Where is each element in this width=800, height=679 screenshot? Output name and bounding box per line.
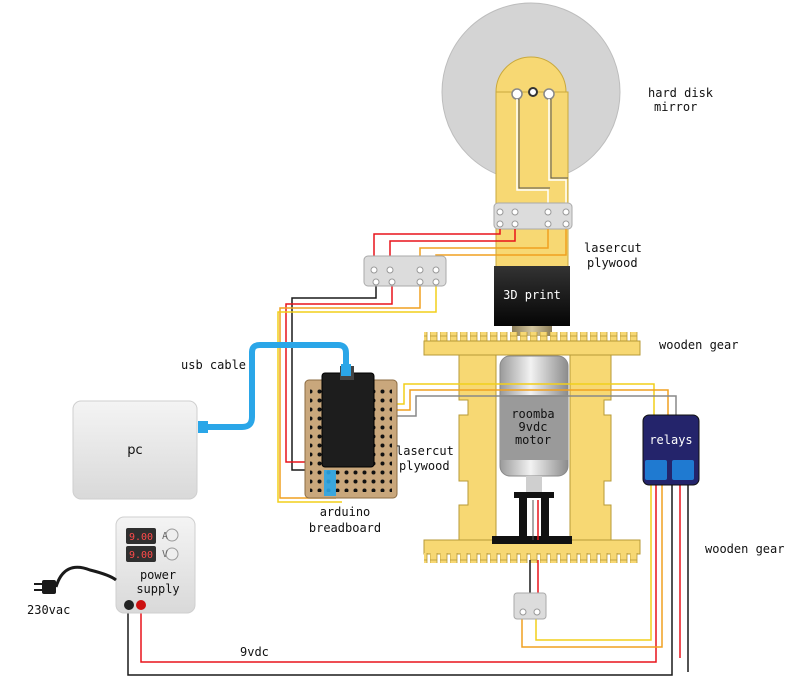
psu-readout-volts: 9.00 [129, 550, 153, 561]
wire-black-arduino [291, 283, 377, 471]
mirror-wire-dark-b [550, 99, 568, 179]
arduino-label-line2: breadboard [309, 521, 381, 535]
mirror-label-line2: mirror [654, 100, 697, 114]
gear-frame-right-post [569, 354, 612, 541]
relays-label: relays [649, 433, 692, 447]
lasercut-top-label-line2: plywood [587, 256, 638, 270]
psu-unit-amps: A [162, 531, 168, 542]
wire-yellow-arduino [277, 283, 437, 503]
usb-cable [203, 342, 349, 430]
psu-unit-volts: V [162, 549, 168, 560]
motor-label-line1: roomba [511, 407, 554, 421]
arduino-label-line1: arduino [320, 505, 371, 519]
relays-module [642, 414, 700, 486]
wire-gray-relay-c [388, 395, 677, 418]
wire-orange-arduino [279, 283, 421, 499]
wooden-gear-bottom-label: wooden gear [705, 542, 784, 556]
wooden-gear-top-label: wooden gear [659, 338, 738, 352]
pc-box [72, 400, 198, 500]
gear-frame-left-post [458, 354, 497, 541]
motor-shaft-collar [512, 326, 552, 336]
usb-cable-label: usb cable [181, 358, 246, 372]
wire-red-a [373, 229, 501, 268]
wire-yellow-relay-motor [535, 484, 652, 641]
wire-red-relay-out [140, 484, 657, 663]
roomba-motor [499, 355, 569, 492]
wires [127, 229, 689, 676]
usb-plug-arduino [341, 364, 351, 376]
mirror-hub-screws [511, 87, 555, 100]
wire-red-b [389, 229, 516, 268]
lasercut-plywood-mid-block [363, 255, 447, 287]
supply-voltage-label: 9vdc [240, 645, 269, 659]
gear-bottom-black-bar [492, 536, 572, 544]
motor-terminal-block [513, 592, 547, 620]
power-supply [115, 516, 196, 614]
mains-plug-icon [34, 580, 56, 594]
lasercut-mid-label-line2: plywood [399, 459, 450, 473]
psu-label-line1: power [140, 568, 176, 582]
lasercut-plywood-top [493, 202, 573, 230]
wire-red-arduino [285, 283, 393, 463]
arduino-breadboard [304, 366, 398, 499]
lasercut-mid-label-line1: lasercut [396, 444, 454, 458]
wire-black-relay-out [127, 484, 673, 676]
motor-label-line3: motor [515, 433, 551, 447]
mains-cable [54, 565, 117, 588]
lasercut-top-label-line1: lasercut [584, 241, 642, 255]
3d-print-label: 3D print [503, 288, 561, 302]
motor-bracket [514, 492, 554, 538]
wooden-gear-top [423, 332, 641, 356]
pc-label: pc [127, 443, 142, 458]
psu-readout-amps: 9.00 [129, 532, 153, 543]
mirror-mount-arm [495, 91, 569, 273]
wire-orange-relay-motor [521, 484, 663, 648]
mirror-wire-dark-a [518, 99, 550, 189]
usb-plug-pc [198, 421, 208, 433]
wire-orange-relay-b [388, 389, 669, 418]
motor-label-line2: 9vdc [519, 420, 548, 434]
mirror-label-line1: hard disk [648, 86, 714, 100]
psu-label-line2: supply [136, 582, 179, 596]
mains-label: 230vac [27, 603, 70, 617]
mirror-wire-white-b [548, 99, 567, 215]
3d-print-block [494, 266, 570, 326]
